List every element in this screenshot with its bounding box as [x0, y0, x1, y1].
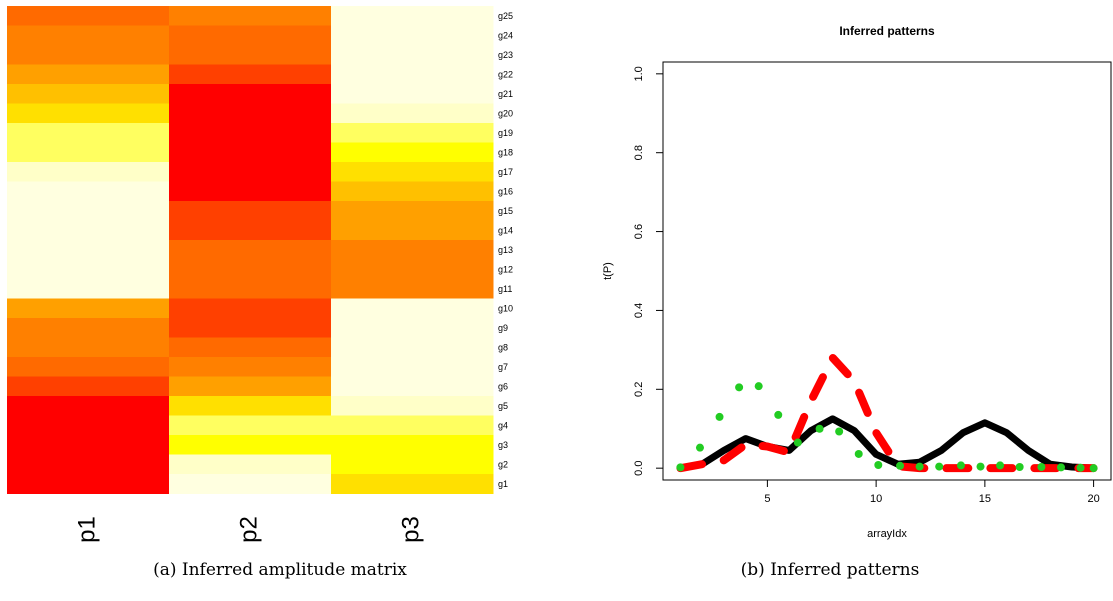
series-dot-point: [716, 413, 724, 421]
x-axis-label: arrayIdx: [867, 528, 907, 540]
series-dot-point: [774, 411, 782, 419]
y-tick-label-4: 0.8: [633, 145, 645, 160]
series-dot-point: [835, 427, 843, 435]
series-dot-point: [755, 382, 763, 390]
series-dot-point: [1077, 464, 1085, 472]
plot-frame: [663, 62, 1111, 480]
series-dot-point: [916, 463, 924, 471]
series-dot-point: [696, 444, 704, 452]
series-dot-point: [1016, 463, 1024, 471]
chart-title: Inferred patterns: [839, 24, 935, 38]
series-dot-point: [896, 462, 904, 470]
series-dot-point: [935, 463, 943, 471]
x-tick-label-15: 15: [979, 493, 991, 505]
series-dot-point: [957, 461, 965, 469]
x-tick-label-10: 10: [870, 493, 882, 505]
y-tick-label-3: 0.6: [633, 224, 645, 239]
series-dot-point: [676, 463, 684, 471]
y-tick-label-2: 0.4: [633, 303, 645, 318]
y-axis-label: t(P): [602, 262, 614, 280]
series-dot-point: [794, 439, 802, 447]
series-dot-point: [996, 461, 1004, 469]
series-dot-point: [874, 461, 882, 469]
caption-a: (a) Inferred amplitude matrix: [60, 560, 500, 580]
series-dot-point: [855, 450, 863, 458]
patterns-line-chart: Inferred patterns 5 10 15 20 0.0 0.2 0.4 0.6 0.8 1…: [0, 0, 1113, 560]
x-tick-label-20: 20: [1087, 493, 1099, 505]
series-dot-point: [1090, 464, 1098, 472]
y-tick-label-0: 0.0: [633, 461, 645, 476]
caption-b: (b) Inferred patterns: [610, 560, 1050, 580]
y-tick-label-5: 1.0: [633, 66, 645, 81]
y-tick-label-1: 0.2: [633, 382, 645, 397]
series-dot-point: [735, 383, 743, 391]
series-dot-point: [816, 425, 824, 433]
x-tick-label-5: 5: [764, 493, 770, 505]
series-dot-point: [977, 463, 985, 471]
series-dot-point: [1037, 463, 1045, 471]
series-dot-point: [1057, 463, 1065, 471]
